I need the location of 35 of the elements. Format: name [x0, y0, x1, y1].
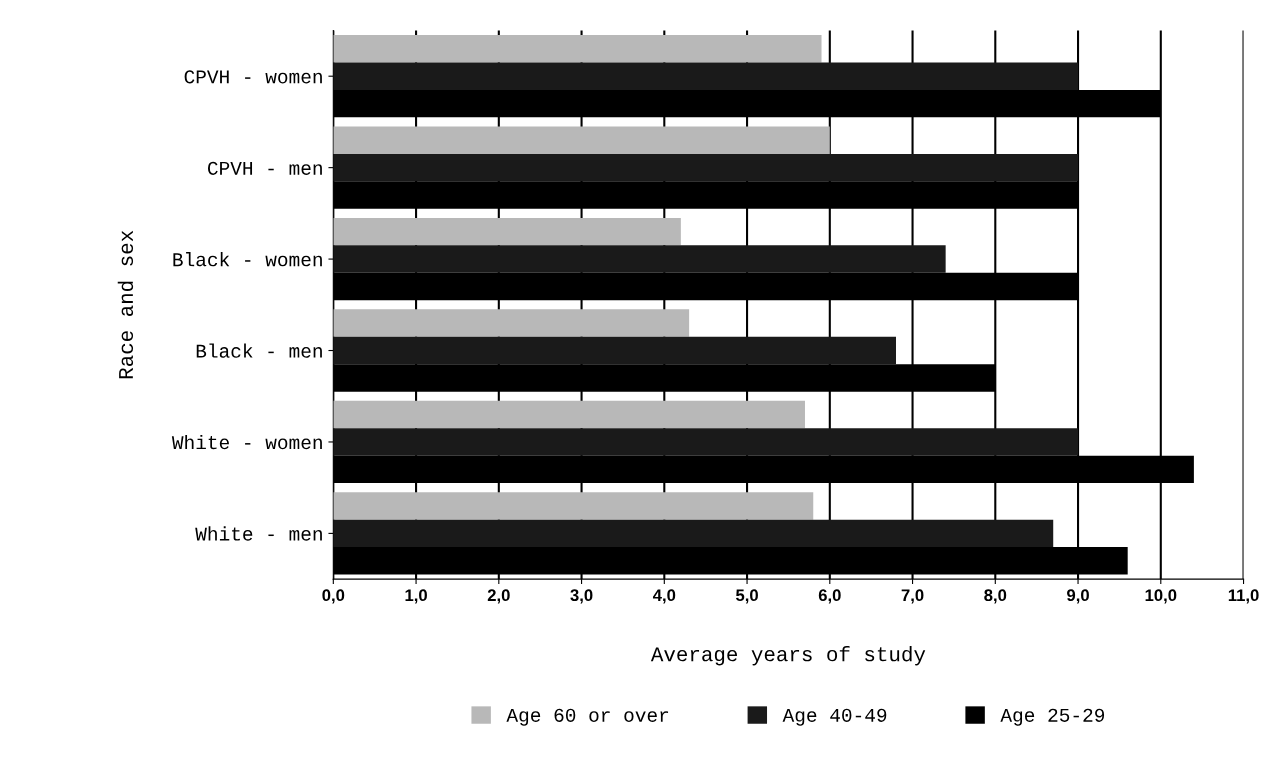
x-tick-label: 7,0: [901, 589, 924, 604]
legend-label: Age 25-29: [1000, 708, 1105, 726]
legend-label: Age 60 or over: [506, 708, 669, 726]
bar: [333, 217, 681, 246]
x-tick-label: 10,0: [1145, 589, 1177, 604]
bar: [333, 428, 1079, 456]
bar: [333, 492, 814, 520]
y-tick-label: Black - men: [196, 343, 322, 358]
bar: [333, 153, 1079, 182]
bar: [333, 336, 896, 365]
bar: [333, 35, 822, 63]
y-tick-label: CPVH - men: [207, 161, 322, 175]
x-tick-label: 1,0: [405, 589, 427, 604]
x-tick-label: 0,0: [322, 589, 345, 604]
y-tick-label: CPVH - women: [184, 70, 322, 84]
x-tick-label: 5,0: [735, 589, 758, 604]
y-tick-label: White - women: [171, 434, 322, 450]
bar: [333, 62, 1079, 90]
bar: [333, 519, 1054, 548]
x-tick-label: 11,0: [1228, 589, 1259, 604]
y-tick-label: White - men: [195, 526, 322, 541]
bar: [333, 126, 830, 154]
legend-label: Age 40-49: [782, 708, 887, 726]
x-tick-label: 9,0: [1067, 589, 1089, 604]
bar: [333, 309, 690, 337]
x-tick-label: 6,0: [818, 589, 841, 604]
y-axis-title: Race and sex: [117, 230, 134, 379]
x-tick-label: 4,0: [652, 589, 676, 604]
y-tick-label: Black - women: [173, 252, 322, 267]
x-tick-label: 3,0: [570, 589, 593, 604]
bar: [333, 400, 805, 429]
x-tick-label: 8,0: [984, 589, 1007, 604]
x-axis-title: Average years of study: [650, 646, 926, 666]
x-tick-label: 2,0: [487, 589, 510, 604]
bar: [333, 245, 946, 273]
